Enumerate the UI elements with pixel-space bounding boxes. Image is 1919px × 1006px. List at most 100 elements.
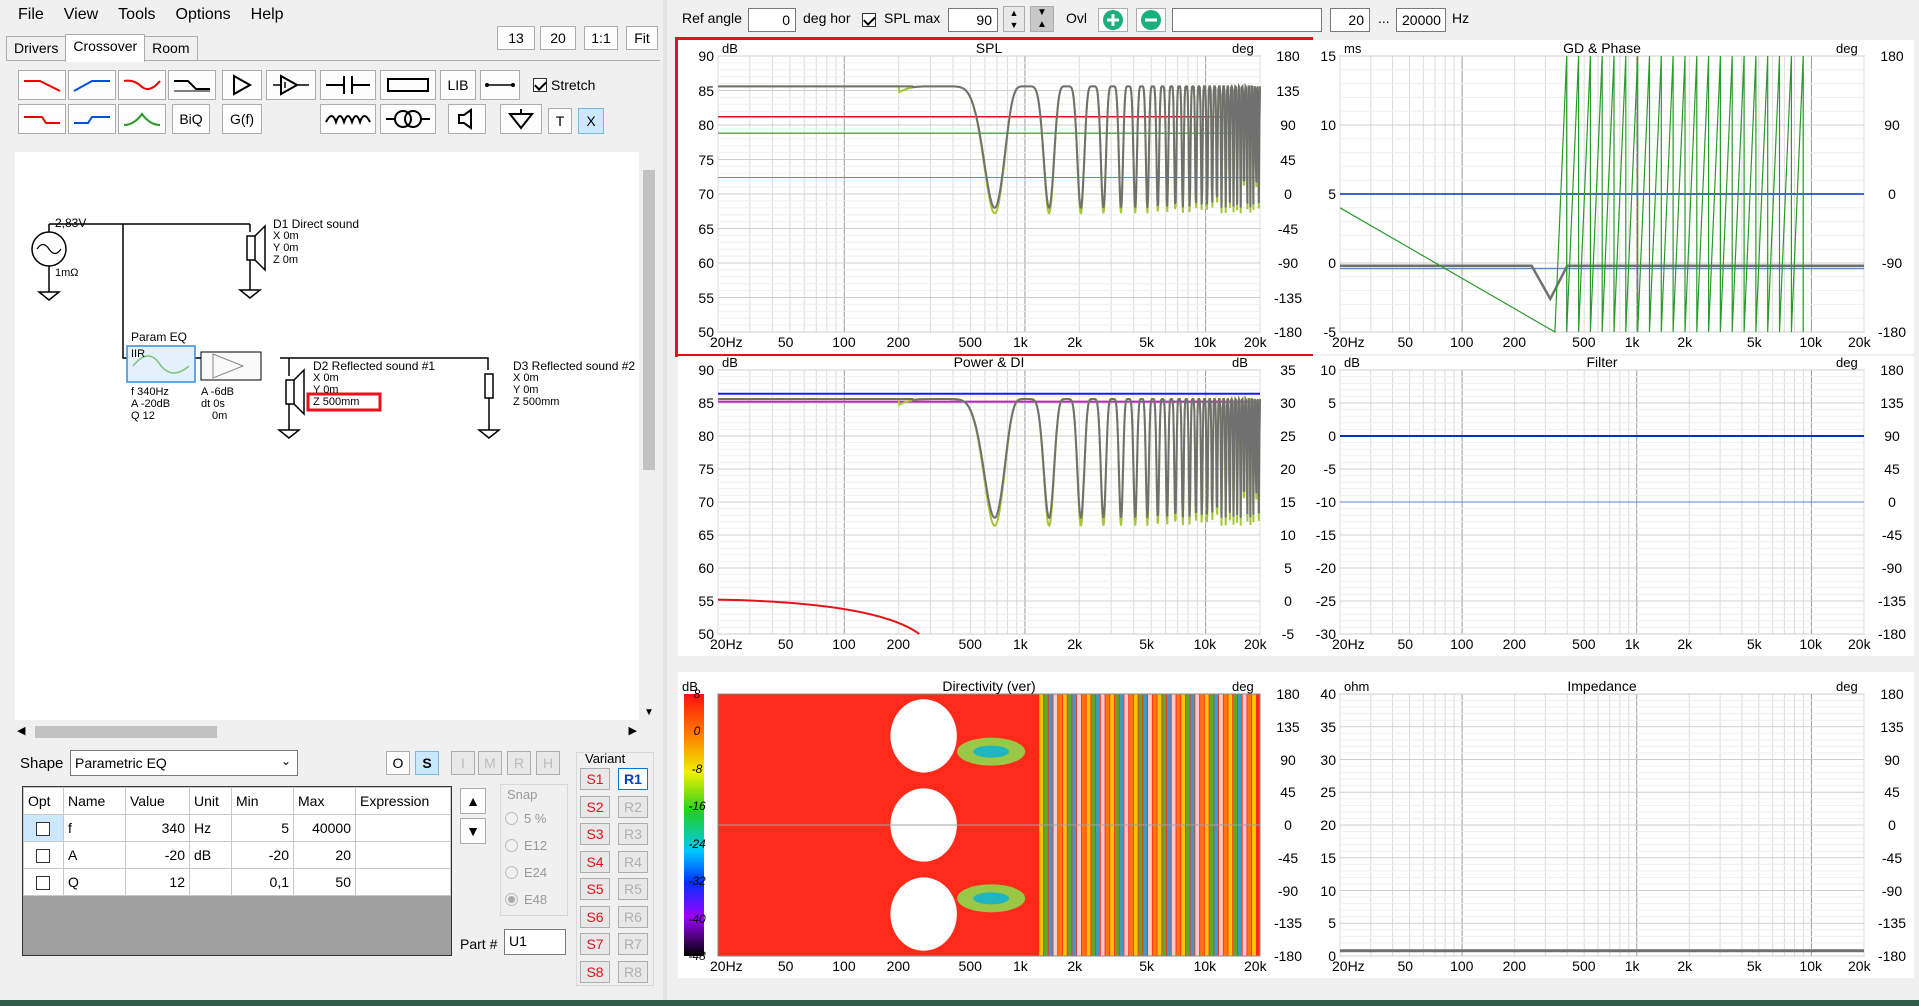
add-overlay-button[interactable] <box>1098 8 1128 32</box>
impedance-graph-panel[interactable]: Impedance ohm deg 20Hz 50 100 200 500 1k 2k 5k 10k 2… <box>1306 672 1914 978</box>
capacitor-button[interactable] <box>320 70 376 100</box>
menu-file[interactable]: File <box>18 6 44 23</box>
param-min[interactable]: 0,1 <box>231 868 294 896</box>
zoom-fit-button[interactable]: Fit <box>626 26 658 50</box>
speaker-button[interactable] <box>448 104 486 134</box>
param-max[interactable]: 50 <box>293 868 356 896</box>
ref-angle-input[interactable]: 0 <box>748 8 796 32</box>
mode-m-button[interactable]: M <box>478 751 502 775</box>
buffer-button[interactable] <box>266 70 316 100</box>
resistor-button[interactable] <box>380 70 436 100</box>
opt-checkbox-q[interactable] <box>36 876 50 891</box>
scroll-right-icon[interactable]: ▶ <box>628 725 637 737</box>
variant-r2-button[interactable]: R2 <box>618 795 648 818</box>
variant-r1-button[interactable]: R1 <box>618 768 648 790</box>
variant-s2-button[interactable]: S2 <box>580 795 610 818</box>
mode-i-button[interactable]: I <box>451 751 475 775</box>
directivity-graph-panel[interactable]: Directivity (ver) dB deg 20Hz 50 100 200 500 1k 2… <box>678 672 1310 978</box>
param-value[interactable]: 340 <box>125 814 190 842</box>
move-down-button[interactable]: ▼ <box>460 818 486 844</box>
gd-graph-panel[interactable]: GD & Phase ms deg 20Hz 50 100 200 500 1k 2k 5k 10k 2… <box>1306 40 1914 354</box>
spinner-up-icon[interactable]: ▲ <box>1009 8 1019 18</box>
inductor-button[interactable] <box>320 104 376 134</box>
freq-min-input[interactable]: 20 <box>1330 8 1370 32</box>
highpass-blue-button[interactable] <box>68 70 116 100</box>
param-min[interactable]: 5 <box>231 814 294 842</box>
schematic-vertical-scrollbar[interactable]: ▼ <box>640 152 658 720</box>
menu-help[interactable]: Help <box>250 6 284 23</box>
variant-r7-button[interactable]: R7 <box>618 933 648 955</box>
filter-graph-panel[interactable]: Filter dB deg 20Hz 50 100 200 500 1k 2k 5k 10k 20k 10… <box>1306 354 1914 656</box>
remove-overlay-button[interactable] <box>1136 8 1166 32</box>
variant-s3-button[interactable]: S3 <box>580 823 610 845</box>
variant-s8-button[interactable]: S8 <box>580 960 610 983</box>
menu-options[interactable]: Options <box>175 6 231 23</box>
part-input[interactable]: U1 <box>504 929 566 955</box>
stretch-option[interactable]: Stretch <box>533 77 595 93</box>
spl-autoscale-button[interactable]: ▼ ▲ <box>1030 6 1054 32</box>
param-expression[interactable] <box>355 868 451 896</box>
variant-r6-button[interactable]: R6 <box>618 905 648 928</box>
spl-graph-panel[interactable]: SPL dB deg 20Hz 50 100 200 500 1k 2k 5k 10k 20k 90 85 8… <box>675 37 1313 357</box>
table-row[interactable]: f 340 Hz 5 40000 <box>23 814 451 842</box>
wire-button[interactable] <box>480 70 520 100</box>
spl-spinner[interactable]: ▲ ▼ <box>1003 6 1025 32</box>
lowpass2-red-button[interactable] <box>18 104 66 134</box>
transformer-button[interactable] <box>380 104 436 134</box>
menu-tools[interactable]: Tools <box>118 6 156 23</box>
variant-r5-button[interactable]: R5 <box>618 878 648 900</box>
zoom-20-button[interactable]: 20 <box>540 26 576 50</box>
power-graph-panel[interactable]: Power & DI dB dB 20Hz 50 100 200 500 1k 2k 5k 10k 20… <box>678 354 1310 656</box>
schematic-canvas[interactable]: 2,83V 1mΩ D1 Direct sound X 0m Y 0m Z 0m… <box>15 152 639 720</box>
scroll-down-icon[interactable]: ▼ <box>644 707 654 718</box>
stretch-checkbox[interactable] <box>533 78 547 92</box>
snap-option-e24[interactable]: E24 <box>505 865 547 880</box>
spinner-down-icon[interactable]: ▼ <box>1009 20 1019 30</box>
shape-select[interactable]: Parametric EQ ⌄ <box>70 750 298 776</box>
zoom-1to1-button[interactable]: 1:1 <box>584 26 618 50</box>
variant-r8-button[interactable]: R8 <box>618 960 648 983</box>
param-max[interactable]: 20 <box>293 841 356 869</box>
overlay-name-input[interactable] <box>1172 8 1322 32</box>
variant-s4-button[interactable]: S4 <box>580 850 610 873</box>
notch-red-button[interactable] <box>118 70 166 100</box>
mode-r-button[interactable]: R <box>507 751 531 775</box>
d2-name[interactable]: D2 Reflected sound #1 <box>313 359 436 373</box>
table-row[interactable]: Q 12 0,1 50 <box>23 868 451 896</box>
library-button[interactable]: LIB <box>440 70 476 100</box>
text-tool-button[interactable]: T <box>548 108 572 134</box>
variant-s5-button[interactable]: S5 <box>580 878 610 900</box>
spl-max-input[interactable]: 90 <box>948 8 998 32</box>
biquad-button[interactable]: BiQ <box>172 104 210 134</box>
move-up-button[interactable]: ▲ <box>460 788 486 814</box>
mode-o-button[interactable]: O <box>386 751 410 775</box>
freq-max-input[interactable]: 20000 <box>1396 8 1446 32</box>
variant-s7-button[interactable]: S7 <box>580 933 610 955</box>
pane-splitter[interactable] <box>663 0 667 1006</box>
opt-checkbox-a[interactable] <box>36 849 50 864</box>
peak-green-button[interactable] <box>118 104 166 134</box>
tab-drivers[interactable]: Drivers <box>6 36 67 61</box>
menu-view[interactable]: View <box>63 6 99 23</box>
d3-name[interactable]: D3 Reflected sound #2 <box>513 359 636 373</box>
opt-checkbox-f[interactable] <box>36 822 50 837</box>
zoom-13-button[interactable]: 13 <box>497 26 535 50</box>
lowpass-red-button[interactable] <box>18 70 66 100</box>
variant-r3-button[interactable]: R3 <box>618 823 648 845</box>
variant-r4-button[interactable]: R4 <box>618 850 648 873</box>
param-value[interactable]: -20 <box>125 841 190 869</box>
schematic-horizontal-scrollbar[interactable]: ◀ ▶ <box>15 723 639 741</box>
param-value[interactable]: 12 <box>125 868 190 896</box>
mode-s-button[interactable]: S <box>415 751 439 775</box>
param-expression[interactable] <box>355 814 451 842</box>
snap-option-e48[interactable]: E48 <box>505 892 547 907</box>
mode-h-button[interactable]: H <box>536 751 560 775</box>
spl-max-checkbox[interactable] <box>862 11 876 28</box>
param-max[interactable]: 40000 <box>293 814 356 842</box>
variant-s1-button[interactable]: S1 <box>580 768 610 790</box>
variant-s6-button[interactable]: S6 <box>580 905 610 928</box>
tab-crossover[interactable]: Crossover <box>65 34 146 62</box>
delete-tool-button[interactable]: X <box>578 108 604 134</box>
highpass2-blue-button[interactable] <box>68 104 116 134</box>
tab-room[interactable]: Room <box>144 36 198 61</box>
